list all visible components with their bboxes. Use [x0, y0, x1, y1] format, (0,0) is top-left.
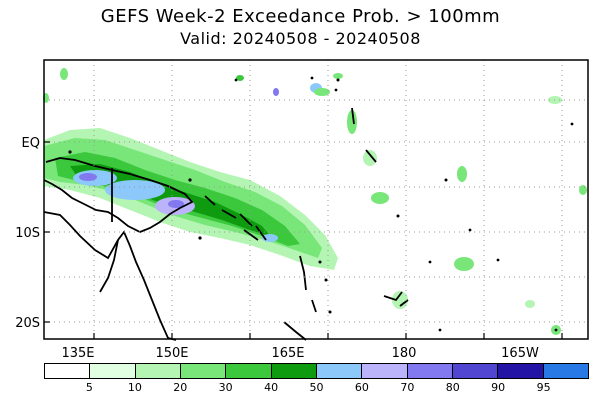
colorbar-swatch — [90, 364, 136, 378]
prob-core-e — [273, 88, 279, 96]
colorbar-label: 10 — [127, 381, 142, 394]
probability-fields — [43, 68, 587, 335]
prob-blob — [579, 185, 587, 195]
colorbar-swatch — [271, 364, 317, 378]
lon-label-165w: 165W — [501, 346, 539, 361]
colorbar-swatch — [452, 364, 499, 378]
small-islands — [68, 76, 574, 332]
colorbar-swatch — [180, 364, 227, 378]
prob-core-b — [105, 180, 165, 200]
lon-label-135e: 135E — [61, 346, 94, 361]
prob-blob — [525, 300, 535, 308]
micronesia-islands — [351, 107, 377, 163]
prob-blob — [347, 110, 357, 134]
colorbar-swatch — [543, 364, 588, 378]
colorbar-label: 95 — [536, 381, 551, 394]
colorbar-swatch — [407, 364, 453, 378]
map-frame — [43, 59, 589, 340]
new-caledonia — [283, 321, 307, 341]
colorbar-label: 30 — [218, 381, 233, 394]
map-title: GEFS Week-2 Exceedance Prob. > 100mm — [100, 6, 501, 27]
colorbar-swatch — [45, 364, 91, 378]
longitude-labels: 135E 150E 165E 180 165W — [61, 346, 538, 361]
graticule — [44, 60, 588, 339]
prob-blob — [60, 68, 68, 80]
colorbar-label: 5 — [85, 381, 93, 394]
prob-blob — [371, 192, 389, 204]
colorbar-label: 70 — [400, 381, 415, 394]
colorbar-label: 60 — [354, 381, 369, 394]
prob-blob — [392, 291, 408, 309]
prob-blob — [363, 150, 377, 166]
prob-blob — [314, 88, 330, 96]
colorbar-swatch — [226, 364, 272, 378]
colorbar-swatch — [135, 364, 181, 378]
colorbar-label: 90 — [491, 381, 506, 394]
cape-york — [99, 239, 119, 293]
prob-core-a2 — [79, 173, 97, 181]
map-subtitle: Valid: 20240508 - 20240508 — [180, 29, 421, 48]
vanuatu — [299, 255, 317, 313]
colorbar-swatch — [316, 364, 363, 378]
solomon-islands — [204, 195, 267, 241]
lat-label-eq: EQ — [22, 136, 40, 151]
probability-colorbar — [44, 363, 589, 379]
australia-outline — [43, 211, 177, 341]
lat-label-10s: 10S — [15, 226, 40, 241]
fiji-islands — [383, 291, 409, 307]
latitude-labels: EQ 10S 20S — [15, 136, 40, 331]
colorbar-label: 80 — [445, 381, 460, 394]
prob-blob — [454, 257, 474, 271]
lon-label-165e: 165E — [271, 346, 304, 361]
colorbar-swatch — [498, 364, 544, 378]
colorbar-swatch — [362, 364, 408, 378]
prob-blob — [333, 73, 343, 79]
colorbar-label: 40 — [264, 381, 279, 394]
new-guinea-outline — [43, 157, 194, 233]
prob-blob — [236, 75, 244, 81]
prob-blob — [457, 166, 467, 182]
lon-label-150e: 150E — [155, 346, 188, 361]
axis-ticks — [44, 141, 563, 339]
lat-label-20s: 20S — [15, 316, 40, 331]
colorbar-label: 50 — [309, 381, 324, 394]
lon-label-180: 180 — [392, 346, 417, 361]
colorbar-label: 20 — [173, 381, 188, 394]
